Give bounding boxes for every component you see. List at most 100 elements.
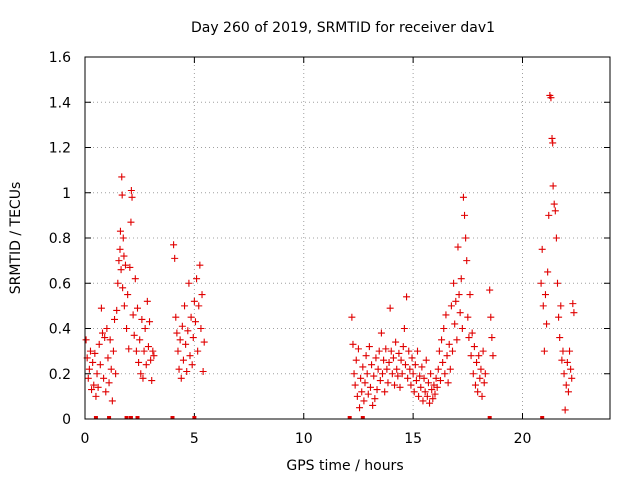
data-point [381,388,389,396]
data-point [434,365,442,373]
data-point [102,388,110,396]
data-point [136,336,144,344]
data-point [543,320,551,328]
data-point [454,243,462,251]
data-point [552,234,560,242]
data-point [173,329,181,337]
data-point [554,279,561,287]
data-point [551,207,559,215]
data-point [549,139,557,147]
data-point [198,291,206,299]
data-point [372,354,380,362]
data-point [131,275,139,283]
data-point [456,309,464,317]
data-point [118,191,126,199]
data-point [538,245,546,253]
data-point [125,345,133,353]
data-point [445,340,453,348]
y-tick-label: 0.8 [49,231,71,247]
data-point [461,211,469,219]
data-point [467,352,475,360]
data-point [428,386,436,394]
data-point [449,347,456,355]
data-point [412,377,420,385]
data-point [407,381,415,389]
data-point [550,200,558,208]
data-point [562,381,570,389]
data-point [369,401,377,409]
data-point [394,372,402,380]
data-point [487,313,495,321]
data-point [477,365,485,373]
data-point [142,361,150,369]
data-point [174,347,182,355]
data-point [91,349,99,357]
data-point [112,370,120,378]
data-point [139,374,147,382]
rug-mark [128,416,133,419]
data-point [419,397,427,405]
data-point [88,386,96,394]
data-point [441,370,449,378]
data-point [95,340,103,348]
data-point [435,347,443,355]
data-point [447,302,455,310]
data-point [149,347,157,355]
y-tick-label: 0.4 [49,322,71,338]
data-point [468,329,476,337]
data-point [194,347,202,355]
data-point [150,352,158,360]
data-point [541,291,549,299]
data-point [389,354,397,362]
data-point [465,334,473,342]
data-point [359,363,367,371]
data-point [400,325,408,332]
data-point [416,372,424,380]
data-point [537,279,545,287]
data-point [414,347,421,355]
data-point [396,383,404,391]
data-point [137,370,145,378]
data-point [350,370,358,378]
data-point [452,297,460,305]
data-point [545,211,553,219]
data-point [569,300,577,308]
rug-mark [540,416,545,419]
x-tick-label: 10 [295,431,313,447]
y-axis-label: SRMTID / TECUs [8,182,24,295]
data-point [170,241,178,249]
data-point [196,261,204,269]
data-point [418,363,426,371]
data-point [544,268,552,276]
rug-mark [93,416,98,419]
data-point [89,358,97,366]
data-point [185,279,193,287]
data-point [123,325,131,332]
data-point [475,352,483,360]
data-point [567,365,575,373]
data-point [97,304,105,312]
data-point [191,318,199,326]
data-point [189,334,197,342]
data-point [401,361,409,369]
data-point [382,345,390,353]
data-point [135,358,143,366]
data-point [566,347,574,355]
data-point [409,370,417,378]
y-tick-labels: 0 0.2 0.4 0.6 0.8 1 1.2 1.4 1.6 [49,50,71,428]
data-point [104,354,112,362]
data-point [356,404,364,412]
data-point [116,245,124,253]
data-point [94,383,102,391]
data-point [405,347,413,355]
data-point [539,302,547,310]
data-point [377,329,385,337]
data-point [431,390,439,398]
data-point [197,325,205,332]
data-point [368,361,376,369]
data-point [111,315,119,323]
data-point [193,275,201,283]
data-point [395,349,403,357]
rug-mark [347,416,352,419]
